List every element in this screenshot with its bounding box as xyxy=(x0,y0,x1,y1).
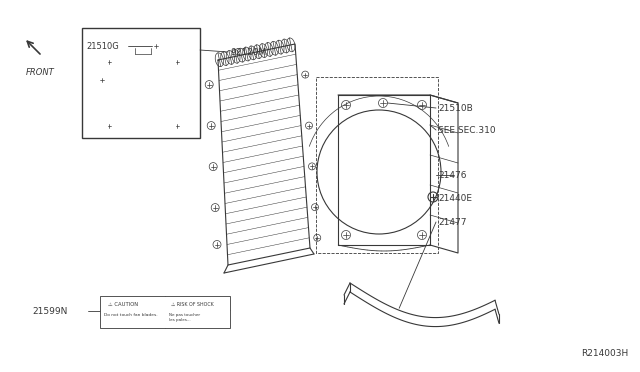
Text: R214003H: R214003H xyxy=(580,349,628,358)
Bar xyxy=(82,28,200,138)
Text: 21440E: 21440E xyxy=(438,193,472,202)
Text: FRONT: FRONT xyxy=(26,68,54,77)
Text: ⚠ CAUTION: ⚠ CAUTION xyxy=(108,302,138,307)
Bar xyxy=(100,296,230,328)
Text: 21510G: 21510G xyxy=(86,42,119,51)
Text: SEE SEC.310: SEE SEC.310 xyxy=(438,125,495,135)
Text: 21476: 21476 xyxy=(438,170,467,180)
Text: 92120M: 92120M xyxy=(230,48,266,57)
Text: 21599N: 21599N xyxy=(32,307,67,315)
Text: ⚠ RISK OF SHOCK: ⚠ RISK OF SHOCK xyxy=(171,302,214,307)
Text: Do not touch fan blades.: Do not touch fan blades. xyxy=(104,313,157,317)
Text: 21510B: 21510B xyxy=(438,103,473,112)
Text: 21477: 21477 xyxy=(438,218,467,227)
Text: Ne pas toucher
les pales...: Ne pas toucher les pales... xyxy=(169,313,200,322)
